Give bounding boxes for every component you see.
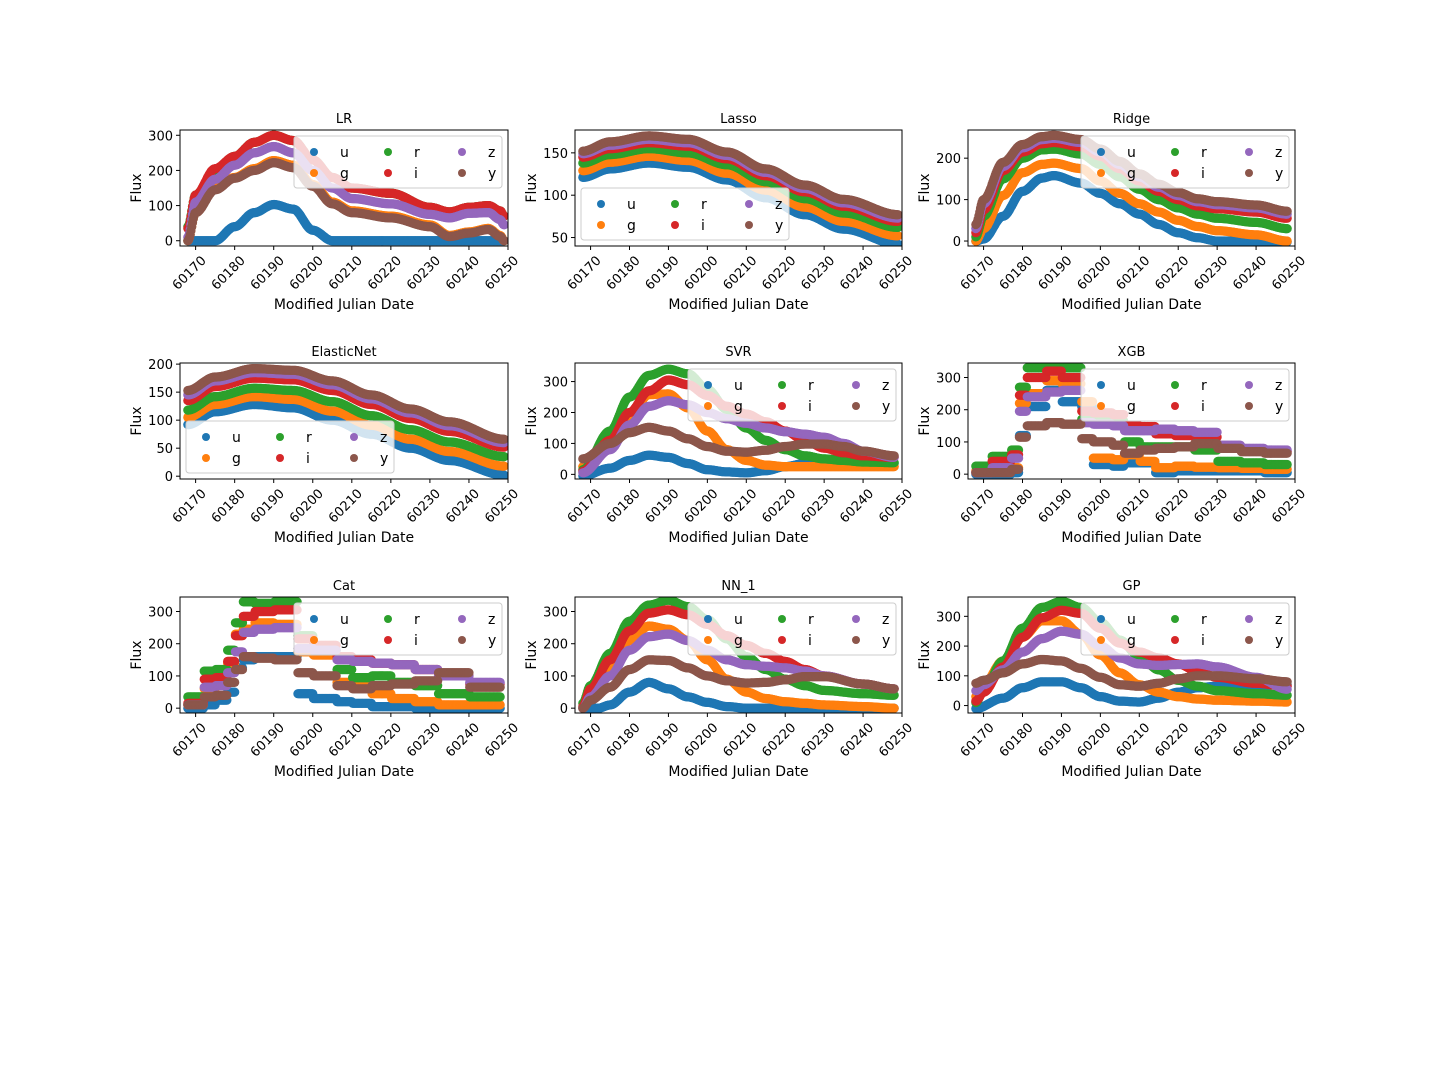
legend-label-u: u bbox=[340, 145, 349, 161]
x-tick-label: 60170 bbox=[565, 253, 605, 293]
x-axis-label: Modified Julian Date bbox=[274, 297, 414, 313]
y-tick-label: 200 bbox=[148, 164, 173, 179]
x-tick-label: 60200 bbox=[287, 253, 327, 293]
y-tick-label: 100 bbox=[543, 189, 568, 204]
y-tick-label: 300 bbox=[148, 129, 173, 144]
legend-marker-g bbox=[597, 221, 605, 229]
legend: u r z g i y bbox=[294, 136, 502, 188]
x-tick-label: 60200 bbox=[682, 253, 722, 293]
legend-marker-z bbox=[458, 148, 466, 156]
x-tick-label: 60230 bbox=[404, 253, 444, 293]
legend-label-r: r bbox=[701, 197, 707, 213]
x-tick-label: 60190 bbox=[643, 253, 683, 293]
x-tick-label: 60220 bbox=[759, 253, 799, 293]
legend-marker-g bbox=[310, 169, 318, 177]
x-tick-label: 60170 bbox=[170, 253, 210, 293]
legend-label-g: g bbox=[627, 218, 636, 234]
legend-marker-r bbox=[384, 148, 392, 156]
legend-label-y: y bbox=[488, 166, 496, 182]
data-point bbox=[894, 240, 903, 249]
subplot-title: Lasso bbox=[720, 112, 757, 127]
x-tick-label: 60180 bbox=[209, 253, 249, 293]
y-axis-label: Flux bbox=[524, 173, 540, 202]
legend-label-z: z bbox=[488, 145, 495, 161]
x-tick-label: 60250 bbox=[876, 253, 916, 293]
y-tick-label: 150 bbox=[543, 147, 568, 162]
legend-marker-z bbox=[745, 200, 753, 208]
x-tick-label: 60250 bbox=[482, 253, 522, 293]
legend-label-r: r bbox=[414, 145, 420, 161]
data-point bbox=[894, 231, 903, 240]
x-tick-label: 60240 bbox=[443, 253, 483, 293]
legend-marker-u bbox=[597, 200, 605, 208]
legend-label-u: u bbox=[627, 197, 636, 213]
x-axis-label: Modified Julian Date bbox=[668, 297, 808, 313]
x-tick-label: 60210 bbox=[720, 253, 760, 293]
legend-label-i: i bbox=[414, 166, 418, 182]
y-tick-label: 0 bbox=[165, 235, 173, 250]
x-tick-label: 60190 bbox=[248, 253, 288, 293]
x-tick-label: 60220 bbox=[365, 253, 405, 293]
data-point bbox=[500, 220, 509, 229]
y-tick-label: 100 bbox=[148, 200, 173, 215]
legend-marker-y bbox=[458, 169, 466, 177]
legend: u r z g i y bbox=[581, 188, 789, 240]
legend-box bbox=[581, 188, 789, 240]
legend-label-g: g bbox=[340, 166, 349, 182]
legend-box bbox=[294, 136, 502, 188]
data-point bbox=[894, 210, 903, 219]
legend-marker-u bbox=[310, 148, 318, 156]
subplot-title: LR bbox=[336, 112, 352, 127]
legend-marker-i bbox=[384, 169, 392, 177]
legend-marker-y bbox=[745, 221, 753, 229]
x-tick-label: 60210 bbox=[326, 253, 366, 293]
legend-label-z: z bbox=[775, 197, 782, 213]
x-tick-label: 60240 bbox=[837, 253, 877, 293]
legend-label-y: y bbox=[775, 218, 783, 234]
legend-label-i: i bbox=[701, 218, 705, 234]
legend-marker-r bbox=[671, 200, 679, 208]
x-tick-label: 60230 bbox=[798, 253, 838, 293]
y-axis-label: Flux bbox=[129, 173, 145, 202]
legend-marker-i bbox=[671, 221, 679, 229]
data-point bbox=[500, 236, 509, 245]
x-tick-label: 60180 bbox=[604, 253, 644, 293]
y-tick-label: 50 bbox=[551, 232, 568, 247]
